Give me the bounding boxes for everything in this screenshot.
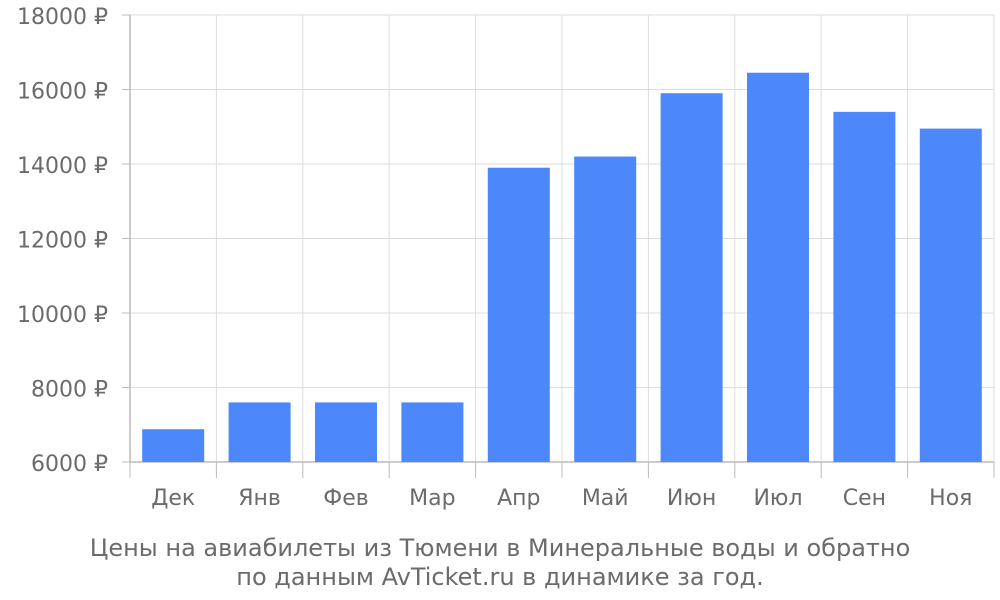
bar-8 (747, 72, 809, 463)
bar-3 (315, 402, 377, 462)
bar-7 (660, 93, 723, 462)
x-tick-label: Апр (497, 486, 540, 511)
chart-caption-line-1: Цены на авиабилеты из Тюмени в Минеральн… (89, 534, 911, 562)
y-tick-labels: 6000 ₽ 8000 ₽ 10000 ₽ 12000 ₽ 14000 ₽ 16000 ₽… (17, 5, 108, 477)
chart-caption-line-2: по данным AvTicket.ru в динамике за год. (236, 563, 764, 591)
grid-lines (129, 14, 995, 463)
bar-5 (487, 167, 550, 462)
y-tick-label: 8000 ₽ (31, 378, 108, 403)
bar-2 (228, 402, 291, 462)
x-tick-label: Янв (238, 486, 281, 511)
x-tick-label: Май (582, 486, 629, 511)
y-tick-label: 16000 ₽ (17, 80, 108, 105)
bar-6 (574, 156, 637, 463)
x-tick-label: Мар (409, 486, 455, 511)
x-tick-label: Ноя (929, 486, 972, 511)
bar-9 (833, 111, 896, 462)
x-tick-labels: Дек Янв Фев Мар Апр Май Июн Июл Сен Ноя (151, 486, 972, 511)
x-tick-label: Июл (753, 486, 802, 511)
x-tick-label: Июн (667, 486, 716, 511)
bar-1 (142, 429, 205, 462)
y-tick-label: 6000 ₽ (31, 452, 108, 477)
y-tick-label: 12000 ₽ (17, 229, 108, 254)
bar-4 (401, 402, 464, 462)
x-tick-label: Фев (323, 486, 368, 511)
y-tick-label: 18000 ₽ (17, 5, 108, 30)
x-tick-label: Дек (151, 486, 195, 511)
bar-10 (919, 128, 982, 463)
y-tick-label: 10000 ₽ (17, 303, 108, 328)
x-tick-label: Сен (843, 486, 886, 511)
bars (142, 72, 982, 463)
y-tick-label: 14000 ₽ (17, 154, 108, 179)
